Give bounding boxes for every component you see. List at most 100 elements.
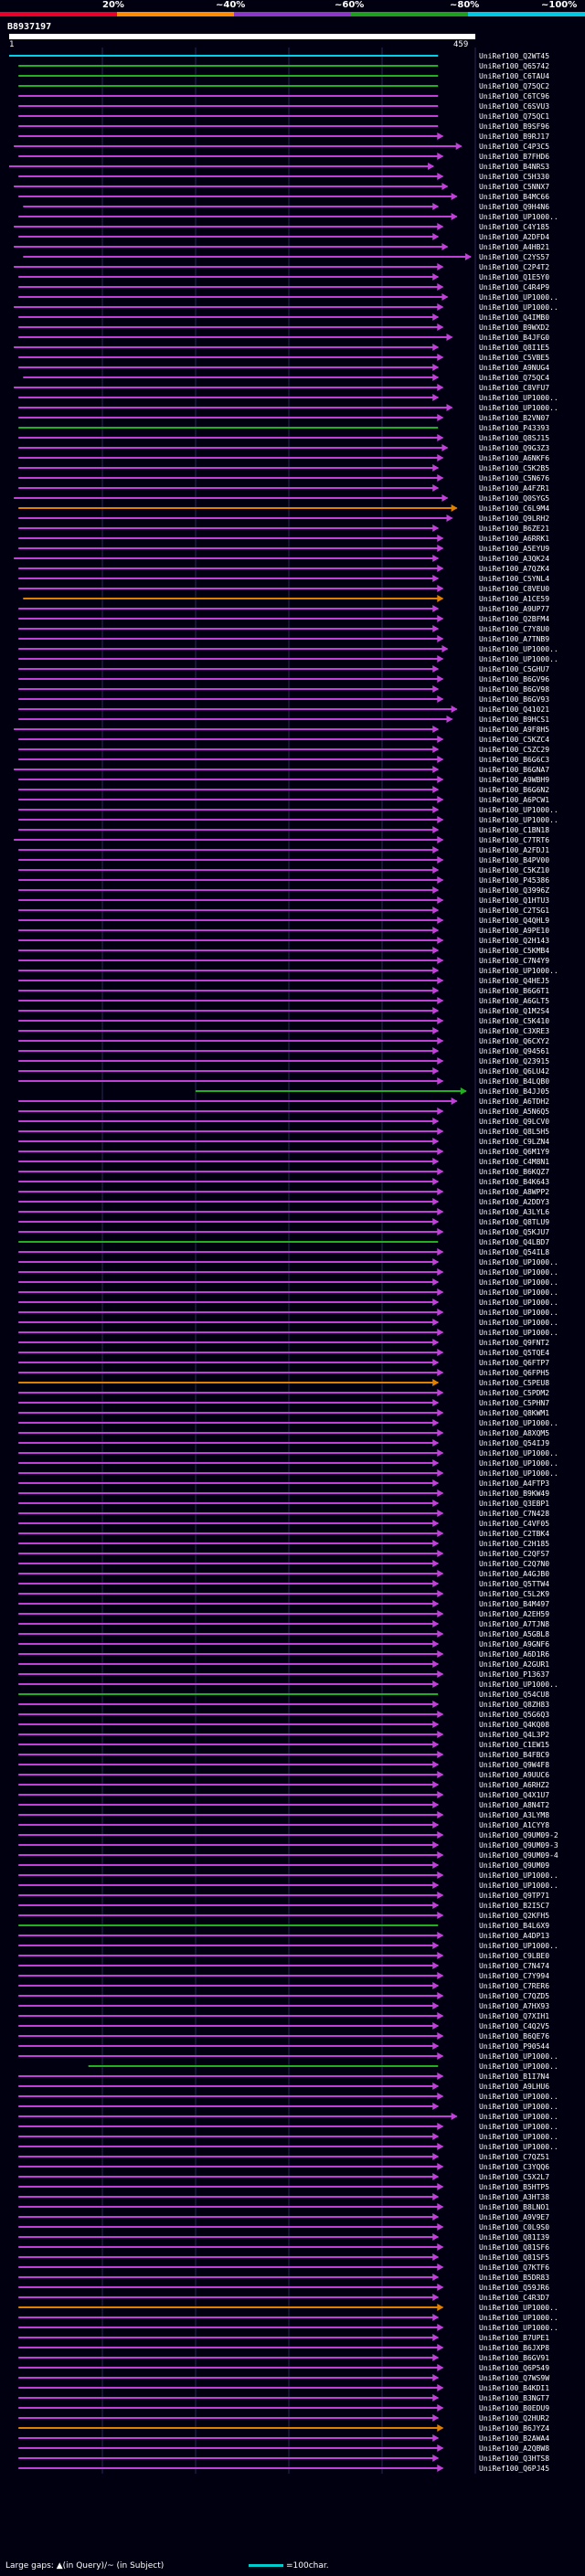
hit-label[interactable]: UniRef100_UP1000.. bbox=[479, 2103, 558, 2111]
hit-row[interactable] bbox=[18, 1640, 440, 1648]
hit-row[interactable] bbox=[18, 806, 440, 813]
hit-row[interactable] bbox=[14, 183, 449, 190]
hit-row[interactable] bbox=[18, 2384, 444, 2391]
hit-label[interactable]: UniRef100_A9UUC6 bbox=[479, 1771, 550, 1779]
hit-row[interactable] bbox=[18, 1761, 440, 1768]
hit-label[interactable]: UniRef100_B4LQB0 bbox=[479, 1077, 550, 1086]
hit-row[interactable] bbox=[18, 1912, 444, 1919]
hit-label[interactable]: UniRef100_A4GJB0 bbox=[479, 1570, 550, 1578]
hit-row[interactable] bbox=[18, 2093, 444, 2100]
hit-row[interactable] bbox=[18, 213, 458, 220]
hit-label[interactable]: UniRef100_B6QE76 bbox=[479, 2032, 550, 2041]
hit-label[interactable]: UniRef100_P43393 bbox=[479, 424, 550, 432]
hit-label[interactable]: UniRef100_Q4QHL9 bbox=[479, 917, 550, 925]
hit-label[interactable]: UniRef100_Q6P549 bbox=[479, 2364, 550, 2372]
hit-row[interactable] bbox=[18, 1379, 440, 1386]
hit-label[interactable]: UniRef100_UP1000.. bbox=[479, 2062, 558, 2071]
hit-label[interactable]: UniRef100_UP1000.. bbox=[479, 2113, 558, 2121]
hit-row[interactable] bbox=[18, 1660, 440, 1668]
hit-row[interactable] bbox=[18, 1027, 440, 1034]
hit-label[interactable]: UniRef100_Q9TP71 bbox=[479, 1892, 550, 1900]
hit-label[interactable]: UniRef100_Q8TLU9 bbox=[479, 1218, 550, 1226]
hit-label[interactable]: UniRef100_A9NUG4 bbox=[479, 364, 550, 372]
hit-row[interactable] bbox=[18, 1278, 440, 1286]
hit-row[interactable] bbox=[23, 253, 472, 260]
hit-label[interactable]: UniRef100_A6GLT5 bbox=[479, 997, 550, 1005]
hit-label[interactable]: UniRef100_UP1000.. bbox=[479, 1329, 558, 1337]
hit-row[interactable] bbox=[18, 2113, 458, 2120]
hit-row[interactable] bbox=[18, 444, 449, 451]
hit-label[interactable]: UniRef100_Q8L5H5 bbox=[479, 1128, 550, 1136]
hit-row[interactable] bbox=[18, 896, 444, 904]
hit-row[interactable] bbox=[18, 1771, 444, 1778]
hit-row[interactable] bbox=[18, 1449, 444, 1457]
hit-label[interactable]: UniRef100_UP1000.. bbox=[479, 816, 558, 824]
hit-label[interactable]: UniRef100_Q23915 bbox=[479, 1057, 550, 1065]
hit-label[interactable]: UniRef100_Q9H4N6 bbox=[479, 203, 550, 211]
hit-label[interactable]: UniRef100_B6GV93 bbox=[479, 695, 550, 704]
hit-label[interactable]: UniRef100_UP1000.. bbox=[479, 1942, 558, 1950]
hit-label[interactable]: UniRef100_UP1000.. bbox=[479, 1459, 558, 1468]
hit-label[interactable]: UniRef100_Q81SF5 bbox=[479, 2253, 550, 2262]
hit-label[interactable]: UniRef100_B4MC66 bbox=[479, 193, 550, 201]
hit-label[interactable]: UniRef100_UP1000.. bbox=[479, 1309, 558, 1317]
hit-label[interactable]: UniRef100_B2AWA4 bbox=[479, 2434, 550, 2443]
hit-label[interactable]: UniRef100_UP1000.. bbox=[479, 404, 558, 412]
hit-row[interactable] bbox=[18, 1781, 440, 1788]
hit-row[interactable] bbox=[18, 1721, 440, 1728]
hit-label[interactable]: UniRef100_UP1000.. bbox=[479, 1258, 558, 1267]
hit-label[interactable]: UniRef100_A5GBL8 bbox=[479, 1630, 550, 1638]
hit-row[interactable] bbox=[18, 2374, 440, 2381]
hit-row[interactable] bbox=[14, 344, 440, 351]
hit-label[interactable]: UniRef100_A1CYY8 bbox=[479, 1821, 550, 1829]
hit-row[interactable] bbox=[18, 1952, 444, 1959]
hit-label[interactable]: UniRef100_A3LYL6 bbox=[479, 1208, 550, 1216]
hit-row[interactable] bbox=[18, 1097, 458, 1105]
hit-row[interactable] bbox=[18, 927, 440, 934]
hit-label[interactable]: UniRef100_B4K643 bbox=[479, 1178, 550, 1186]
hit-label[interactable]: UniRef100_C7QZ51 bbox=[479, 2153, 550, 2161]
hit-label[interactable]: UniRef100_C5PDM2 bbox=[479, 1389, 550, 1397]
hit-row[interactable] bbox=[18, 2203, 444, 2210]
hit-row[interactable] bbox=[18, 323, 444, 331]
hit-row[interactable] bbox=[23, 595, 444, 602]
hit-row[interactable] bbox=[9, 163, 435, 170]
hit-label[interactable]: UniRef100_A2GUR1 bbox=[479, 1660, 550, 1669]
hit-label[interactable]: UniRef100_B4FBC9 bbox=[479, 1751, 550, 1759]
hit-row[interactable] bbox=[18, 575, 440, 582]
hit-label[interactable]: UniRef100_Q8KWM1 bbox=[479, 1409, 550, 1417]
hit-row[interactable] bbox=[18, 404, 453, 411]
hit-label[interactable]: UniRef100_C2TSG1 bbox=[479, 906, 550, 915]
hit-label[interactable]: UniRef100_Q6FTP7 bbox=[479, 1359, 550, 1367]
hit-row[interactable] bbox=[18, 2052, 444, 2060]
hit-row[interactable] bbox=[18, 746, 440, 753]
hit-label[interactable]: UniRef100_C0L9S0 bbox=[479, 2223, 550, 2231]
hit-label[interactable]: UniRef100_UP1000.. bbox=[479, 303, 558, 312]
hit-row[interactable] bbox=[18, 1841, 440, 1849]
hit-row[interactable] bbox=[18, 434, 444, 441]
hit-row[interactable] bbox=[18, 2143, 444, 2150]
hit-label[interactable]: UniRef100_C9LZN4 bbox=[479, 1138, 550, 1146]
hit-label[interactable]: UniRef100_C7Y8U0 bbox=[479, 625, 550, 633]
hit-label[interactable]: UniRef100_A9LHU6 bbox=[479, 2083, 550, 2091]
hit-row[interactable] bbox=[18, 1208, 444, 1215]
hit-label[interactable]: UniRef100_Q7XIH1 bbox=[479, 2012, 550, 2020]
hit-row[interactable] bbox=[18, 1459, 440, 1467]
hit-row[interactable] bbox=[18, 1077, 444, 1085]
hit-row[interactable] bbox=[18, 1711, 444, 1718]
hit-label[interactable]: UniRef100_B4JFG0 bbox=[479, 334, 550, 342]
hit-label[interactable]: UniRef100_B6JYZ4 bbox=[479, 2424, 550, 2433]
hit-label[interactable]: UniRef100_B2VN07 bbox=[479, 414, 550, 422]
hit-label[interactable]: UniRef100_C7QZD5 bbox=[479, 1992, 550, 2000]
hit-label[interactable]: UniRef100_Q41021 bbox=[479, 705, 550, 714]
hit-row[interactable] bbox=[18, 1590, 444, 1597]
hit-row[interactable] bbox=[18, 1228, 444, 1235]
hit-label[interactable]: UniRef100_C5KMB4 bbox=[479, 947, 550, 955]
hit-label[interactable]: UniRef100_C7N4Y9 bbox=[479, 957, 550, 965]
hit-row[interactable] bbox=[14, 143, 463, 150]
hit-row[interactable] bbox=[18, 1510, 444, 1517]
hit-row[interactable] bbox=[18, 716, 453, 723]
hit-label[interactable]: UniRef100_B9HCS1 bbox=[479, 716, 550, 724]
hit-row[interactable] bbox=[18, 866, 440, 874]
hit-label[interactable]: UniRef100_B6JXP8 bbox=[479, 2344, 550, 2352]
